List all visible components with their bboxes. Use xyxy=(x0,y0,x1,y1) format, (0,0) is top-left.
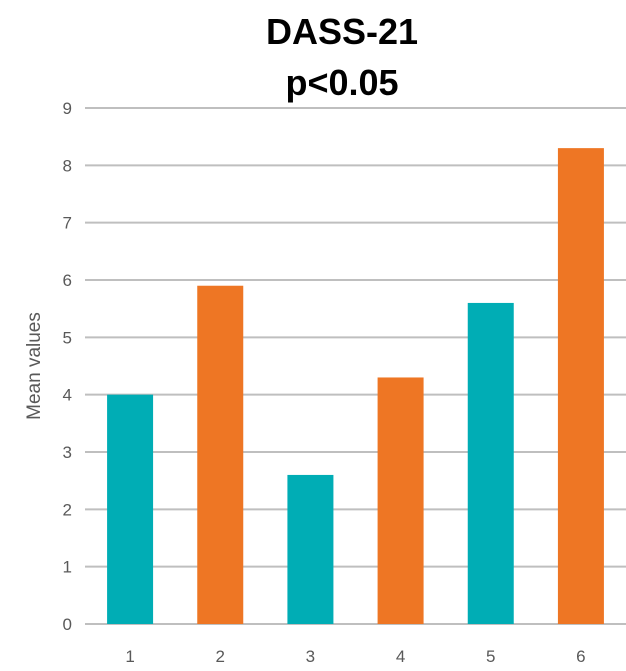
bars xyxy=(107,148,604,624)
bar-3 xyxy=(287,474,334,624)
bar-2 xyxy=(197,285,244,624)
bar-4 xyxy=(377,377,424,624)
x-tick-label: 2 xyxy=(216,647,225,666)
bar-1 xyxy=(107,394,154,624)
x-tick-label: 1 xyxy=(125,647,134,666)
y-tick-label: 6 xyxy=(63,271,72,290)
x-tick-label: 5 xyxy=(486,647,495,666)
y-tick-label: 4 xyxy=(63,386,72,405)
chart-subtitle: p<0.05 xyxy=(285,62,398,103)
y-tick-label: 7 xyxy=(63,214,72,233)
y-tick-label: 0 xyxy=(63,615,72,634)
bar-6 xyxy=(557,148,604,624)
y-tick-label: 8 xyxy=(63,156,72,175)
y-tick-label: 5 xyxy=(63,328,72,347)
x-tick-label: 4 xyxy=(396,647,405,666)
y-tick-label: 2 xyxy=(63,500,72,519)
y-tick-label: 9 xyxy=(63,99,72,118)
gridlines xyxy=(85,107,626,625)
y-tick-labels: 0 1 2 3 4 5 6 7 8 9 xyxy=(63,99,72,634)
x-tick-label: 3 xyxy=(306,647,315,666)
y-axis-label: Mean values xyxy=(24,312,45,420)
chart-title: DASS-21 xyxy=(266,11,418,52)
y-tick-label: 3 xyxy=(63,443,72,462)
x-tick-labels: 1 2 3 4 5 6 xyxy=(125,647,585,666)
y-tick-label: 1 xyxy=(63,558,72,577)
x-tick-label: 6 xyxy=(576,647,585,666)
bar-5 xyxy=(467,302,514,624)
